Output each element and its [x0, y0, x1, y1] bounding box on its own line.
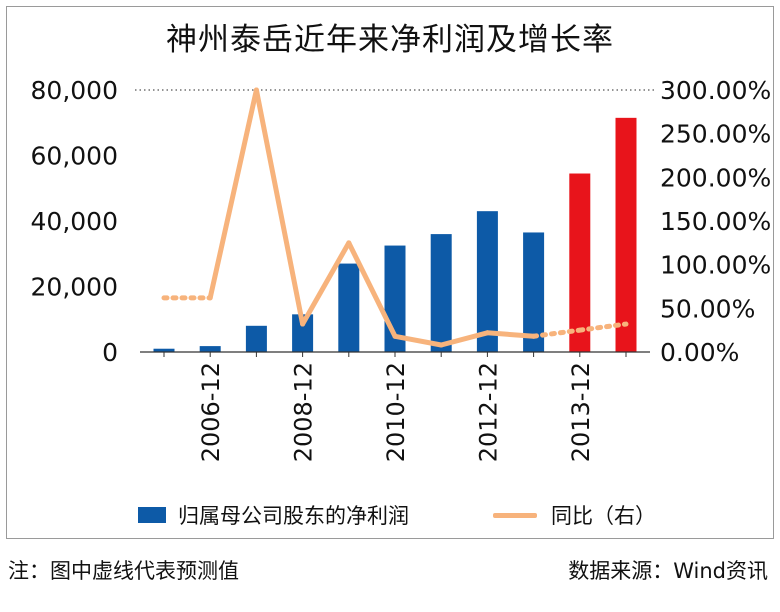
yoy-line-segment-forecast [577, 321, 629, 333]
footer-source: 数据来源：Wind资讯 [568, 559, 768, 583]
y-right-tick-label: 150.00% [660, 207, 771, 236]
bar [523, 232, 545, 352]
y-right-tick-label: 100.00% [660, 251, 771, 280]
yoy-line-segment [346, 240, 398, 339]
bar [292, 314, 314, 352]
yoy-line-segment [207, 87, 259, 301]
bar [569, 173, 591, 352]
legend-item-yoy: 同比（右） [493, 500, 656, 530]
x-tick-label: 2006-12 [197, 362, 225, 462]
bar [615, 117, 637, 353]
x-tick-label: 2010-12 [382, 362, 410, 462]
x-tick-label: 2008-12 [290, 362, 318, 462]
bar [430, 234, 452, 352]
bar [199, 346, 221, 352]
yoy-line-segment [253, 87, 306, 327]
legend-bar-swatch [138, 507, 166, 523]
yoy-line-segment [392, 333, 444, 348]
legend: 归属母公司股东的净利润 同比（右） [0, 500, 780, 534]
yoy-line-segment [438, 330, 490, 348]
bar [153, 348, 175, 352]
chart-title: 神州泰岳近年来净利润及增长率 [166, 22, 614, 58]
legend-line-swatch [493, 512, 537, 518]
y-right-tick-label: 300.00% [660, 76, 771, 105]
y-right-tick-label: 200.00% [660, 163, 771, 192]
bar [245, 325, 267, 352]
bar [338, 263, 360, 352]
y-right-tick-label: 250.00% [660, 120, 771, 149]
yoy-line-segment [300, 240, 352, 327]
x-tick-label: 2012-12 [474, 362, 502, 462]
footer: 注：图中虚线代表预测值 数据来源：Wind资讯 [0, 545, 780, 605]
x-tick-label: 2013-12 [567, 362, 595, 462]
y-right-tick-label: 0.00% [660, 338, 739, 367]
legend-item-net-profit: 归属母公司股东的净利润 [138, 500, 409, 530]
yoy-line-segment-forecast [531, 327, 583, 339]
y-left-tick-label: 20,000 [31, 273, 118, 302]
legend-label-yoy: 同比（右） [551, 504, 656, 528]
y-left-tick-label: 60,000 [31, 142, 118, 171]
yoy-line-segment [484, 330, 537, 339]
legend-label-net-profit: 归属母公司股东的净利润 [178, 504, 409, 528]
footer-note: 注：图中虚线代表预测值 [8, 559, 239, 583]
y-right-tick-label: 50.00% [660, 294, 755, 323]
y-left-tick-label: 40,000 [31, 207, 118, 236]
y-left-tick-label: 80,000 [31, 76, 118, 105]
y-left-tick-label: 0 [102, 338, 118, 367]
bar [476, 211, 498, 352]
chart-area: 0 20,000 40,000 60,000 80,000 0.00% 50.00% 100.… [31, 76, 772, 462]
